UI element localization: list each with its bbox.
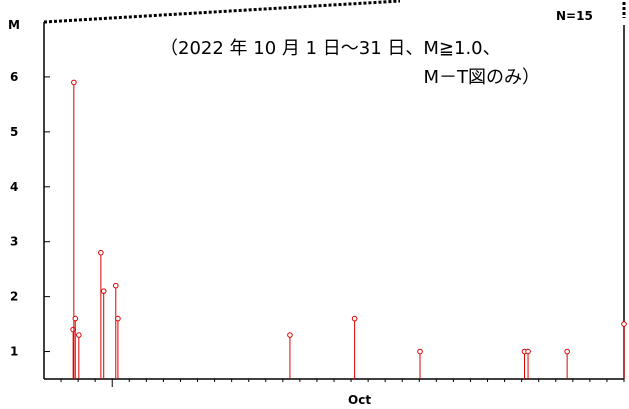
- annotation-line-2: M－T図のみ）: [423, 67, 540, 88]
- y-tick-label: 1: [10, 345, 18, 359]
- dotted-outline-top: [43, 0, 401, 24]
- stem-point: [564, 348, 570, 355]
- count-label: N=15: [556, 9, 593, 23]
- stem-point: [72, 315, 79, 322]
- y-tick-label: 4: [10, 180, 18, 194]
- stem-point: [98, 249, 104, 256]
- y-tick-label: 3: [10, 235, 18, 249]
- y-tick-label: 2: [10, 290, 18, 304]
- stem-point: [115, 315, 121, 322]
- stem-point: [287, 332, 293, 338]
- y-tick-label: 5: [10, 125, 18, 139]
- stem-point: [76, 332, 82, 338]
- y-axis-label: M: [8, 18, 20, 32]
- stem-point: [525, 348, 531, 355]
- stem-point: [71, 79, 77, 86]
- stem-point: [70, 326, 76, 333]
- x-tick-label: Oct: [348, 393, 371, 407]
- stem-point: [621, 321, 627, 327]
- stem-point: [100, 288, 107, 294]
- annotation-line-1: （2022 年 10 月 1 日～31 日、M≧1.0、: [160, 38, 501, 59]
- stem-point: [351, 315, 358, 322]
- y-tick-label: 6: [10, 70, 18, 84]
- stem-point: [112, 282, 119, 289]
- stem-point: [417, 348, 423, 355]
